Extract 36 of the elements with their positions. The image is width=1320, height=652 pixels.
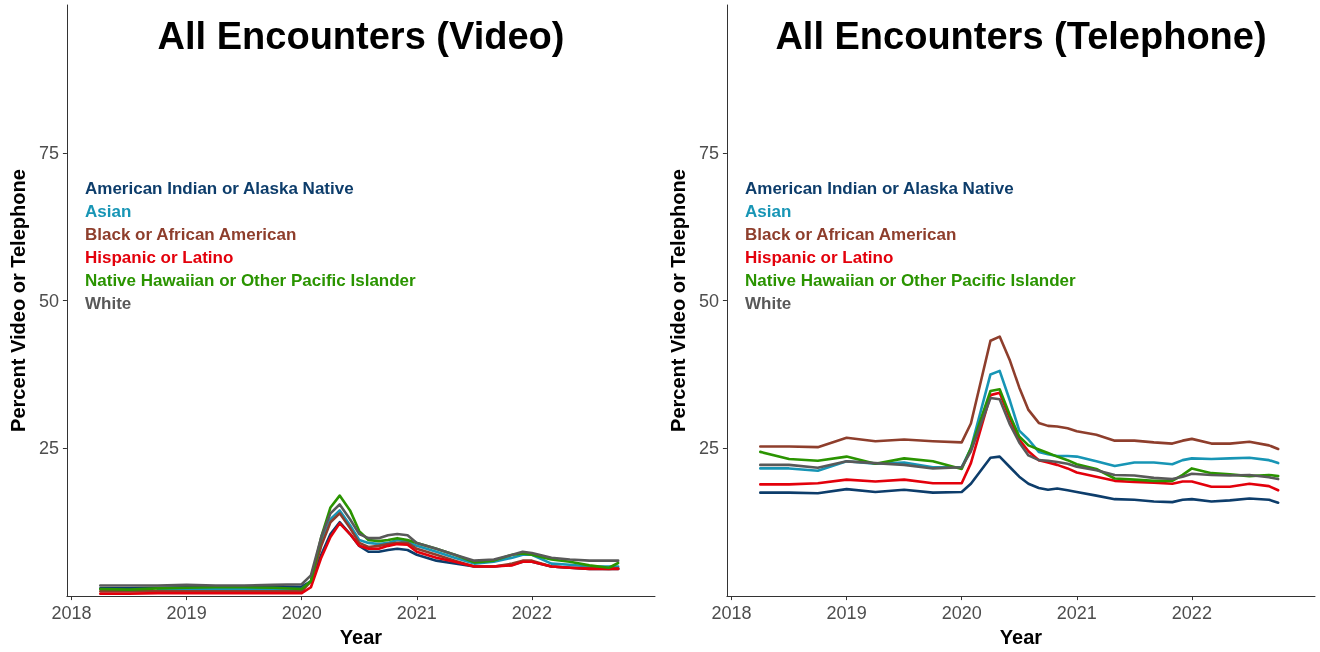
y-tick-label: 75 — [38, 142, 59, 163]
line-series — [759, 335, 1280, 451]
text: Native Hawaiian or Other Pacific Islander — [745, 271, 1077, 290]
text: White — [85, 294, 132, 313]
text: Hispanic or Latino — [745, 248, 894, 267]
text: Asian — [85, 202, 132, 221]
y-tick-label: 25 — [38, 438, 59, 459]
y-tick-label: 25 — [698, 438, 719, 459]
x-tick-label: 2019 — [166, 603, 207, 624]
y-axis-title: Percent Video or Telephone — [7, 169, 29, 432]
chart-title: All Encounters (Telephone) — [775, 15, 1267, 57]
x-tick-label: 2019 — [826, 603, 867, 624]
x-tick-label: 2021 — [1056, 603, 1097, 624]
line-series — [759, 455, 1280, 505]
x-tick-label: 2022 — [1171, 603, 1212, 624]
y-tick-label: 50 — [698, 290, 719, 311]
text: Asian — [745, 202, 792, 221]
x-tick-label: 2021 — [396, 603, 437, 624]
text: White — [745, 294, 792, 313]
x-tick-label: 2022 — [511, 603, 552, 624]
x-tick-label: 2018 — [711, 603, 752, 624]
text: Black or African American — [85, 225, 297, 244]
text: American Indian or Alaska Native — [85, 179, 354, 198]
x-tick-label: 2020 — [281, 603, 322, 624]
text: American Indian or Alaska Native — [745, 179, 1014, 198]
x-axis-title: Year — [999, 626, 1043, 648]
text: Native Hawaiian or Other Pacific Islander — [85, 271, 417, 290]
y-tick-label: 75 — [698, 142, 719, 163]
chart-title: All Encounters (Video) — [157, 15, 565, 57]
y-tick-label: 50 — [38, 290, 59, 311]
text: Hispanic or Latino — [85, 248, 234, 267]
text: Black or African American — [745, 225, 957, 244]
x-tick-label: 2018 — [51, 603, 92, 624]
x-axis-title: Year — [339, 626, 383, 648]
x-tick-label: 2020 — [941, 603, 982, 624]
y-axis-title: Percent Video or Telephone — [667, 169, 689, 432]
